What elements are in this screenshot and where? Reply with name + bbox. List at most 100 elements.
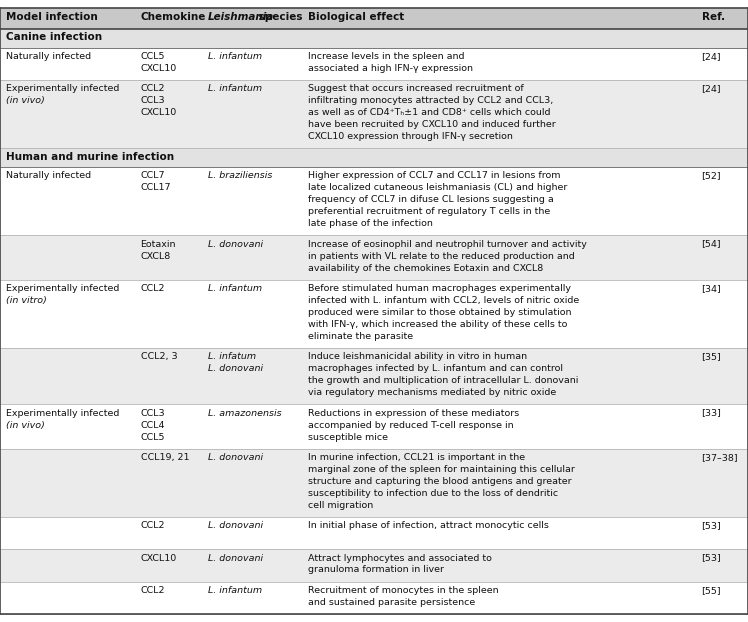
Bar [0,348,748,404]
Text: L. infantum: L. infantum [208,284,262,293]
Text: Ref.: Ref. [702,12,725,22]
Text: CXCL10 expression through IFN-γ secretion: CXCL10 expression through IFN-γ secretio… [308,132,513,141]
Text: accompanied by reduced T-cell response in: accompanied by reduced T-cell response i… [308,420,514,430]
Text: infected with L. infantum with CCL2, levels of nitric oxide: infected with L. infantum with CCL2, lev… [308,296,580,305]
Bar [0,148,748,167]
Text: produced were similar to those obtained by stimulation: produced were similar to those obtained … [308,308,571,317]
Text: preferential recruitment of regulatory T cells in the: preferential recruitment of regulatory T… [308,207,551,216]
Text: L. donovani: L. donovani [208,239,263,249]
Text: CCL2: CCL2 [141,521,165,530]
Text: Increase levels in the spleen and: Increase levels in the spleen and [308,52,465,61]
Text: associated a high IFN-γ expression: associated a high IFN-γ expression [308,64,473,73]
Text: [34]: [34] [702,284,721,293]
Text: as well as of CD4⁺Tₕ±1 and CD8⁺ cells which could: as well as of CD4⁺Tₕ±1 and CD8⁺ cells wh… [308,108,551,117]
Text: CCL5: CCL5 [141,432,165,442]
Text: Experimentally infected: Experimentally infected [6,284,120,293]
Bar [0,280,748,348]
Text: cell migration: cell migration [308,501,373,510]
Text: L. infantum: L. infantum [208,52,262,61]
Text: CCL2, 3: CCL2, 3 [141,352,177,361]
Text: Increase of eosinophil and neutrophil turnover and activity: Increase of eosinophil and neutrophil tu… [308,239,587,249]
Bar [0,404,748,448]
Bar [0,517,748,549]
Text: Reductions in expression of these mediators: Reductions in expression of these mediat… [308,409,519,417]
Bar [0,167,748,235]
Text: CCL3: CCL3 [141,96,165,105]
Text: CCL4: CCL4 [141,420,165,430]
Text: [54]: [54] [702,239,721,249]
Bar [0,48,748,80]
Text: via regulatory mechanisms mediated by nitric oxide: via regulatory mechanisms mediated by ni… [308,388,557,397]
Text: [24]: [24] [702,52,721,61]
Text: L. donovani: L. donovani [208,364,263,373]
Text: infiltrating monocytes attracted by CCL2 and CCL3,: infiltrating monocytes attracted by CCL2… [308,96,554,105]
Text: susceptible mice: susceptible mice [308,432,388,442]
Text: CCL19, 21: CCL19, 21 [141,453,189,462]
Text: marginal zone of the spleen for maintaining this cellular: marginal zone of the spleen for maintain… [308,465,575,474]
Text: Higher expression of CCL7 and CCL17 in lesions from: Higher expression of CCL7 and CCL17 in l… [308,171,561,180]
Text: L. donovani: L. donovani [208,554,263,562]
Bar [0,448,748,517]
Bar [0,582,748,614]
Bar [0,235,748,280]
Text: [37–38]: [37–38] [702,453,738,462]
Text: availability of the chemokines Eotaxin and CXCL8: availability of the chemokines Eotaxin a… [308,264,544,272]
Text: Suggest that occurs increased recruitment of: Suggest that occurs increased recruitmen… [308,84,524,93]
Text: L. infatum: L. infatum [208,352,256,361]
Text: Model infection: Model infection [6,12,98,22]
Text: CXCL10: CXCL10 [141,64,177,73]
Text: Biological effect: Biological effect [308,12,405,22]
Text: eliminate the parasite: eliminate the parasite [308,332,414,341]
Text: CCL17: CCL17 [141,183,171,192]
Text: CXCL8: CXCL8 [141,251,171,261]
Text: (in vivo): (in vivo) [6,96,45,105]
Text: macrophages infected by L. infantum and can control: macrophages infected by L. infantum and … [308,364,563,373]
Text: L. donovani: L. donovani [208,521,263,530]
Bar [0,29,748,48]
Text: Before stimulated human macrophages experimentally: Before stimulated human macrophages expe… [308,284,571,293]
Bar [0,8,748,29]
Text: late localized cutaneous leishmaniasis (CL) and higher: late localized cutaneous leishmaniasis (… [308,183,568,192]
Text: Experimentally infected: Experimentally infected [6,84,120,93]
Text: CCL7: CCL7 [141,171,165,180]
Text: L. donovani: L. donovani [208,453,263,462]
Text: CCL2: CCL2 [141,586,165,595]
Text: CCL5: CCL5 [141,52,165,61]
Text: CCL2: CCL2 [141,284,165,293]
Text: late phase of the infection: late phase of the infection [308,219,433,228]
Text: Eotaxin: Eotaxin [141,239,176,249]
Text: [52]: [52] [702,171,721,180]
Text: CCL3: CCL3 [141,409,165,417]
Text: frequency of CCL7 in difuse CL lesions suggesting a: frequency of CCL7 in difuse CL lesions s… [308,195,554,204]
Text: have been recruited by CXCL10 and induced further: have been recruited by CXCL10 and induce… [308,120,556,129]
Text: L. braziliensis: L. braziliensis [208,171,272,180]
Text: granuloma formation in liver: granuloma formation in liver [308,565,444,575]
Text: In murine infection, CCL21 is important in the: In murine infection, CCL21 is important … [308,453,525,462]
Text: with IFN-γ, which increased the ability of these cells to: with IFN-γ, which increased the ability … [308,320,568,329]
Text: L. amazonensis: L. amazonensis [208,409,281,417]
Text: [35]: [35] [702,352,721,361]
Text: [24]: [24] [702,84,721,93]
Text: Chemokine: Chemokine [141,12,206,22]
Bar [0,80,748,148]
Text: L. infantum: L. infantum [208,84,262,93]
Bar [0,549,748,582]
Text: Leishmania: Leishmania [208,12,275,22]
Text: [53]: [53] [702,521,721,530]
Text: susceptibility to infection due to the loss of dendritic: susceptibility to infection due to the l… [308,489,558,498]
Text: in patients with VL relate to the reduced production and: in patients with VL relate to the reduce… [308,251,575,261]
Text: species: species [255,12,302,22]
Text: and sustained parasite persistence: and sustained parasite persistence [308,598,476,607]
Text: Human and murine infection: Human and murine infection [6,152,174,162]
Text: CCL2: CCL2 [141,84,165,93]
Text: Experimentally infected: Experimentally infected [6,409,120,417]
Text: [53]: [53] [702,554,721,562]
Text: structure and capturing the blood antigens and greater: structure and capturing the blood antige… [308,477,571,486]
Text: [55]: [55] [702,586,721,595]
Text: Naturally infected: Naturally infected [6,52,91,61]
Text: [33]: [33] [702,409,722,417]
Text: Canine infection: Canine infection [6,32,102,42]
Text: Naturally infected: Naturally infected [6,171,91,180]
Text: CXCL10: CXCL10 [141,108,177,117]
Text: the growth and multiplication of intracellular L. donovani: the growth and multiplication of intrace… [308,376,578,385]
